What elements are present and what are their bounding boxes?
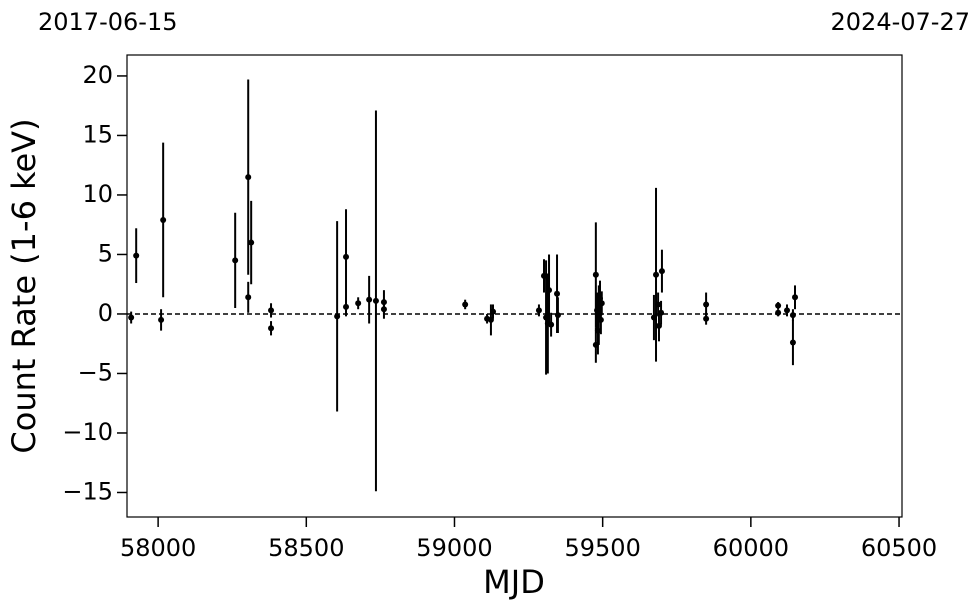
x-tick-label: 59500 xyxy=(564,534,640,562)
data-point xyxy=(248,239,255,246)
data-point xyxy=(554,312,561,319)
x-axis-label: MJD xyxy=(483,563,545,601)
data-point xyxy=(380,306,387,313)
data-point xyxy=(334,313,341,320)
data-point xyxy=(598,300,605,307)
data-point xyxy=(784,307,791,314)
data-point xyxy=(133,252,140,259)
data-point xyxy=(792,294,799,301)
data-point xyxy=(245,174,252,181)
y-tick-label: −15 xyxy=(62,477,113,505)
top-right-label: 2024-07-27 xyxy=(831,8,970,36)
data-point xyxy=(160,216,167,223)
data-point xyxy=(366,296,373,303)
x-tick-label: 58000 xyxy=(120,534,196,562)
data-point xyxy=(343,253,350,260)
data-point xyxy=(355,300,362,307)
data-point xyxy=(789,339,796,346)
y-tick-label: 10 xyxy=(82,180,113,208)
data-point xyxy=(655,301,662,308)
data-point xyxy=(789,312,796,319)
data-point xyxy=(343,303,350,310)
y-tick-label: 15 xyxy=(82,120,113,148)
y-tick-label: −10 xyxy=(62,418,113,446)
data-point xyxy=(372,297,379,304)
data-point xyxy=(268,325,275,332)
data-point xyxy=(232,257,239,264)
data-point xyxy=(158,316,165,323)
data-point xyxy=(775,309,782,316)
data-point xyxy=(245,294,252,301)
y-tick-label: 0 xyxy=(98,299,113,327)
data-point xyxy=(775,302,782,309)
y-axis-label: Count Rate (1-6 keV) xyxy=(5,118,43,453)
x-tick-label: 58500 xyxy=(268,534,344,562)
top-left-label: 2017-06-15 xyxy=(38,8,177,36)
plot-frame xyxy=(126,54,903,518)
data-point xyxy=(128,314,135,321)
y-tick-label: 20 xyxy=(82,61,113,89)
data-point xyxy=(597,316,604,323)
data-point xyxy=(658,309,665,316)
y-tick-label: −5 xyxy=(78,358,113,386)
data-point xyxy=(653,271,660,278)
data-point xyxy=(490,308,497,315)
data-point xyxy=(554,290,561,297)
data-point xyxy=(592,271,599,278)
data-point xyxy=(462,301,469,308)
data-point xyxy=(703,315,710,322)
data-point xyxy=(548,321,555,328)
data-point xyxy=(268,307,275,314)
data-point xyxy=(658,268,665,275)
x-tick-label: 60500 xyxy=(861,534,937,562)
data-point xyxy=(650,314,657,321)
y-tick-label: 5 xyxy=(98,239,113,267)
data-point xyxy=(535,307,542,314)
data-point xyxy=(703,301,710,308)
data-point xyxy=(546,287,553,294)
x-tick-label: 59000 xyxy=(416,534,492,562)
x-tick-label: 60000 xyxy=(713,534,789,562)
